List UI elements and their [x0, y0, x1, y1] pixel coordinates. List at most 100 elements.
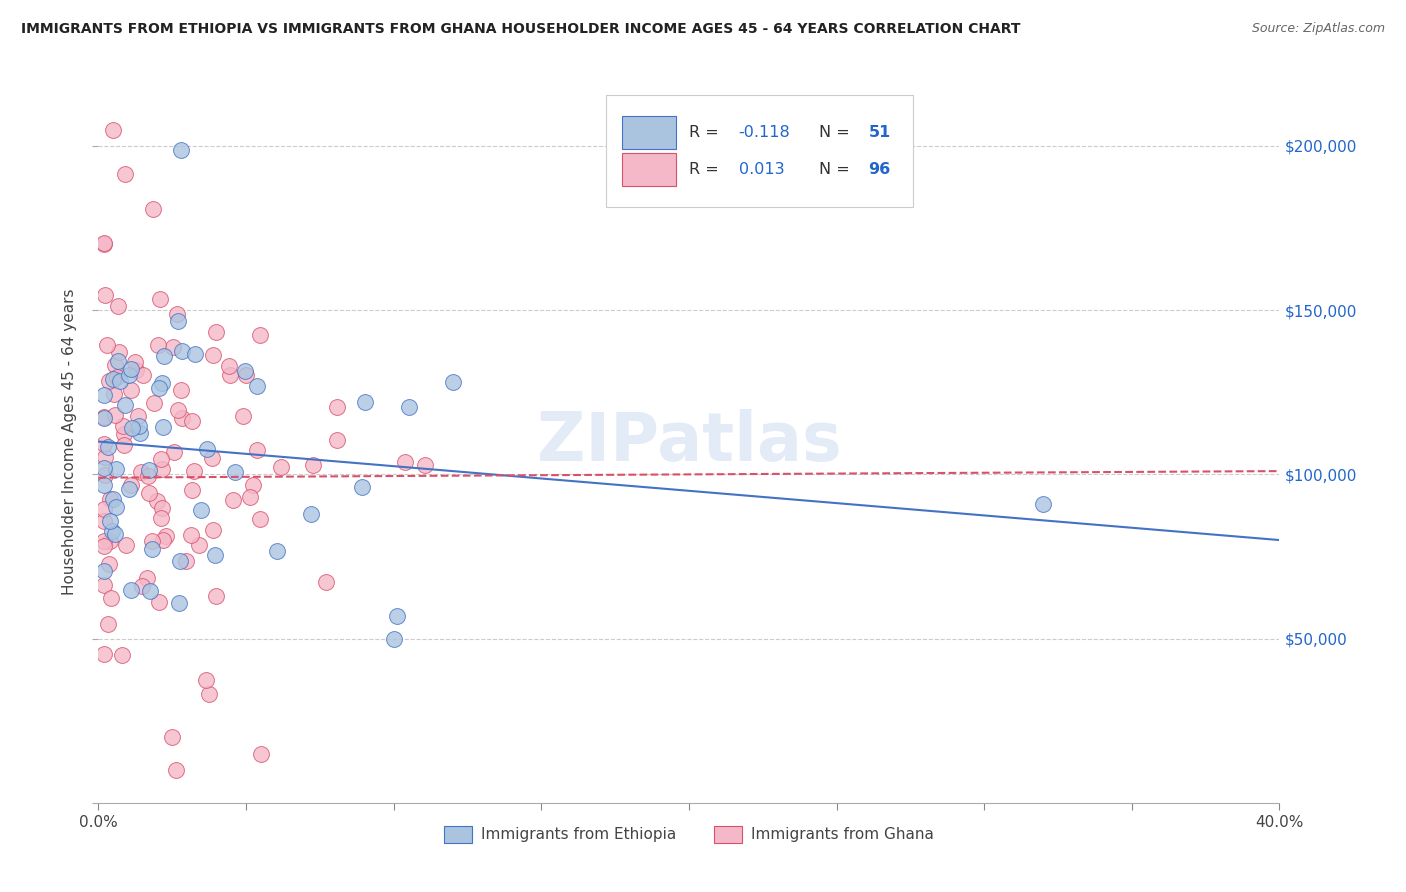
Point: [197, 442, 219, 457]
Point: [107, 354, 129, 368]
Point: [167, 314, 190, 328]
Point: [93, 235, 115, 250]
Text: N =: N =: [818, 125, 855, 140]
Point: [246, 443, 269, 458]
Point: [201, 524, 224, 538]
Point: [111, 648, 134, 663]
Point: [150, 462, 173, 476]
Point: [169, 596, 191, 610]
Point: [96, 440, 118, 454]
Point: [138, 486, 160, 500]
Point: [232, 409, 254, 424]
Point: [132, 368, 155, 382]
FancyBboxPatch shape: [621, 153, 676, 186]
Point: [382, 632, 405, 646]
Point: [129, 465, 152, 479]
Point: [162, 340, 184, 354]
Point: [153, 349, 176, 363]
Point: [187, 538, 209, 552]
Point: [104, 408, 127, 422]
Point: [97, 616, 120, 631]
Point: [239, 490, 262, 504]
Point: [249, 327, 271, 342]
Point: [246, 379, 269, 393]
Point: [120, 384, 142, 398]
Point: [118, 482, 141, 496]
Point: [138, 463, 160, 477]
Point: [105, 462, 128, 476]
Point: [93, 436, 115, 450]
Point: [242, 478, 264, 492]
Point: [302, 458, 325, 473]
Point: [167, 402, 190, 417]
Point: [180, 483, 202, 498]
Point: [146, 338, 169, 352]
Point: [103, 491, 125, 506]
Point: [93, 534, 115, 549]
Point: [170, 383, 193, 397]
Point: [139, 583, 162, 598]
Point: [181, 414, 204, 428]
Point: [204, 548, 226, 562]
Point: [205, 589, 228, 603]
Point: [98, 533, 121, 548]
Point: [218, 359, 240, 373]
Point: [145, 494, 167, 508]
Text: 0.013: 0.013: [738, 162, 785, 178]
Point: [299, 507, 322, 521]
Point: [150, 376, 173, 391]
Point: [201, 451, 224, 466]
Point: [163, 444, 186, 458]
Y-axis label: Householder Income Ages 45 - 64 years: Householder Income Ages 45 - 64 years: [62, 288, 77, 595]
Point: [93, 388, 115, 402]
Point: [170, 411, 193, 425]
Point: [398, 400, 420, 414]
Point: [121, 421, 143, 435]
Point: [128, 418, 150, 433]
Point: [112, 427, 135, 442]
Point: [103, 387, 125, 401]
Point: [218, 368, 240, 383]
Legend: Immigrants from Ethiopia, Immigrants from Ghana: Immigrants from Ethiopia, Immigrants fro…: [439, 820, 939, 849]
Point: [120, 582, 142, 597]
Point: [107, 299, 129, 313]
Point: [166, 307, 188, 321]
Point: [394, 454, 416, 468]
Point: [350, 480, 373, 494]
Point: [172, 343, 194, 358]
Point: [183, 347, 205, 361]
Point: [111, 419, 134, 434]
Point: [100, 524, 122, 539]
Point: [127, 409, 149, 424]
Point: [170, 144, 193, 158]
Point: [124, 355, 146, 369]
Point: [441, 376, 464, 390]
Point: [93, 647, 115, 661]
Point: [105, 500, 128, 514]
Text: N =: N =: [818, 162, 855, 178]
Point: [100, 492, 122, 507]
Point: [136, 570, 159, 584]
Point: [136, 468, 159, 483]
Point: [235, 368, 257, 382]
Point: [93, 410, 115, 425]
Point: [93, 460, 115, 475]
Point: [98, 514, 121, 528]
Point: [93, 478, 115, 492]
Point: [1032, 497, 1054, 511]
Point: [165, 763, 187, 777]
Point: [249, 512, 271, 526]
Point: [94, 288, 117, 302]
Point: [150, 452, 173, 467]
Point: [104, 526, 127, 541]
Point: [152, 533, 174, 548]
Point: [162, 730, 183, 744]
Point: [149, 292, 172, 306]
Point: [142, 202, 165, 217]
Point: [114, 167, 136, 181]
Point: [93, 565, 115, 579]
Point: [93, 236, 115, 251]
Point: [112, 438, 135, 452]
Point: [129, 426, 152, 441]
Point: [266, 544, 288, 558]
